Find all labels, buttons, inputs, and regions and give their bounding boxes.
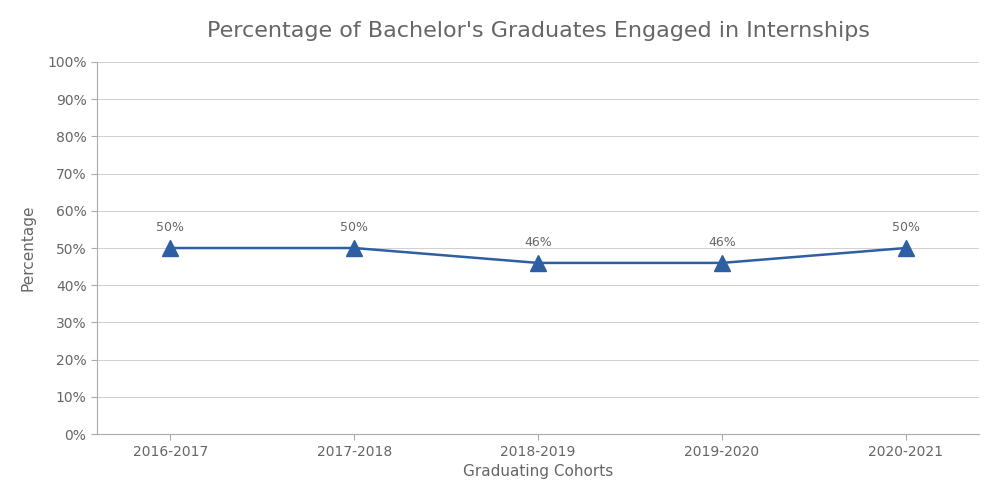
Text: 46%: 46% — [708, 236, 736, 249]
X-axis label: Graduating Cohorts: Graduating Cohorts — [463, 464, 613, 479]
Text: 46%: 46% — [524, 236, 552, 249]
Text: 50%: 50% — [340, 221, 368, 234]
Text: 50%: 50% — [156, 221, 184, 234]
Text: 50%: 50% — [892, 221, 920, 234]
Title: Percentage of Bachelor's Graduates Engaged in Internships: Percentage of Bachelor's Graduates Engag… — [207, 21, 870, 41]
Y-axis label: Percentage: Percentage — [21, 205, 36, 292]
